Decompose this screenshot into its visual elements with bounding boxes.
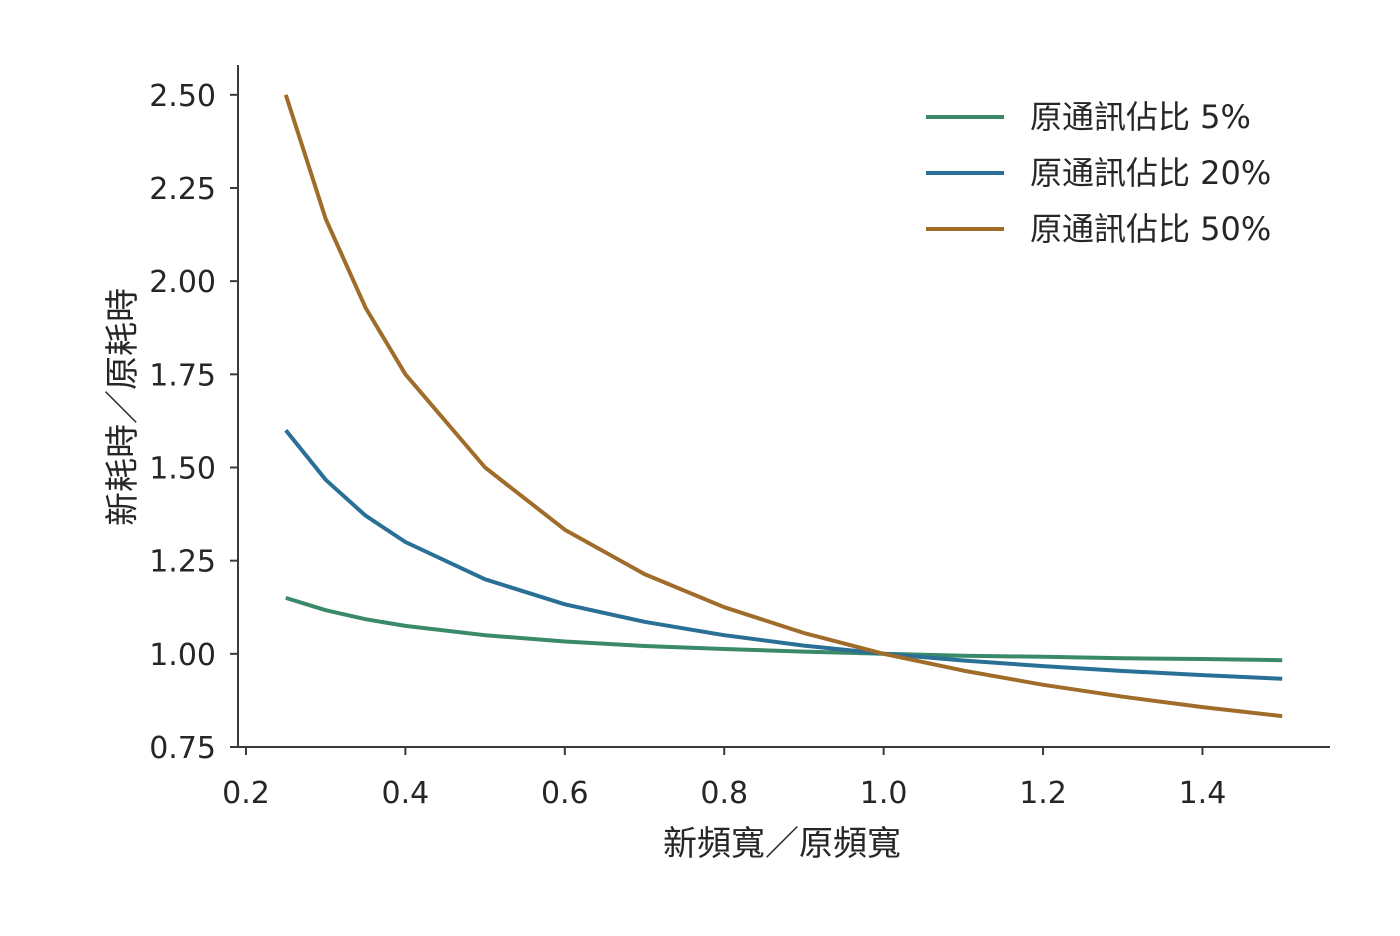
y-tick-label: 2.50 [149, 79, 216, 114]
x-axis-ticks: 0.2 0.4 0.6 0.8 1.0 1.2 1.4 [222, 747, 1226, 811]
x-axis-title: 新頻寬／原頻寬 [663, 824, 901, 864]
y-tick-label: 2.25 [149, 172, 216, 207]
x-tick-label: 1.2 [1019, 776, 1067, 811]
x-tick-label: 0.8 [700, 776, 748, 811]
x-tick-label: 0.2 [222, 776, 270, 811]
y-axis-ticks: 0.75 1.00 1.25 1.50 1.75 2.00 2.25 2.50 [149, 79, 238, 766]
series-line-2 [283, 94, 1283, 719]
y-tick-label: 1.50 [149, 451, 216, 486]
series-line-1 [284, 428, 1283, 681]
x-tick-label: 0.6 [541, 776, 589, 811]
y-tick-label: 1.75 [149, 358, 216, 393]
x-tick-label: 0.4 [382, 776, 430, 811]
series-line-0 [285, 595, 1283, 663]
legend: 原通訊佔比 5% 原通訊佔比 20% 原通訊佔比 50% [926, 98, 1271, 248]
y-tick-label: 1.25 [149, 545, 216, 580]
y-axis-title: 新耗時／原耗時 [103, 288, 143, 526]
legend-label: 原通訊佔比 50% [1030, 210, 1271, 248]
axes: 0.2 0.4 0.6 0.8 1.0 1.2 1.4 0.75 1.00 1.25 1.50 1.… [149, 65, 1330, 811]
y-tick-label: 2.00 [149, 265, 216, 300]
y-tick-label: 1.00 [149, 638, 216, 673]
y-tick-label: 0.75 [149, 731, 216, 766]
x-tick-label: 1.0 [860, 776, 908, 811]
legend-label: 原通訊佔比 20% [1030, 154, 1271, 192]
x-tick-label: 1.4 [1179, 776, 1227, 811]
legend-label: 原通訊佔比 5% [1030, 98, 1251, 136]
series-layer [283, 94, 1283, 719]
